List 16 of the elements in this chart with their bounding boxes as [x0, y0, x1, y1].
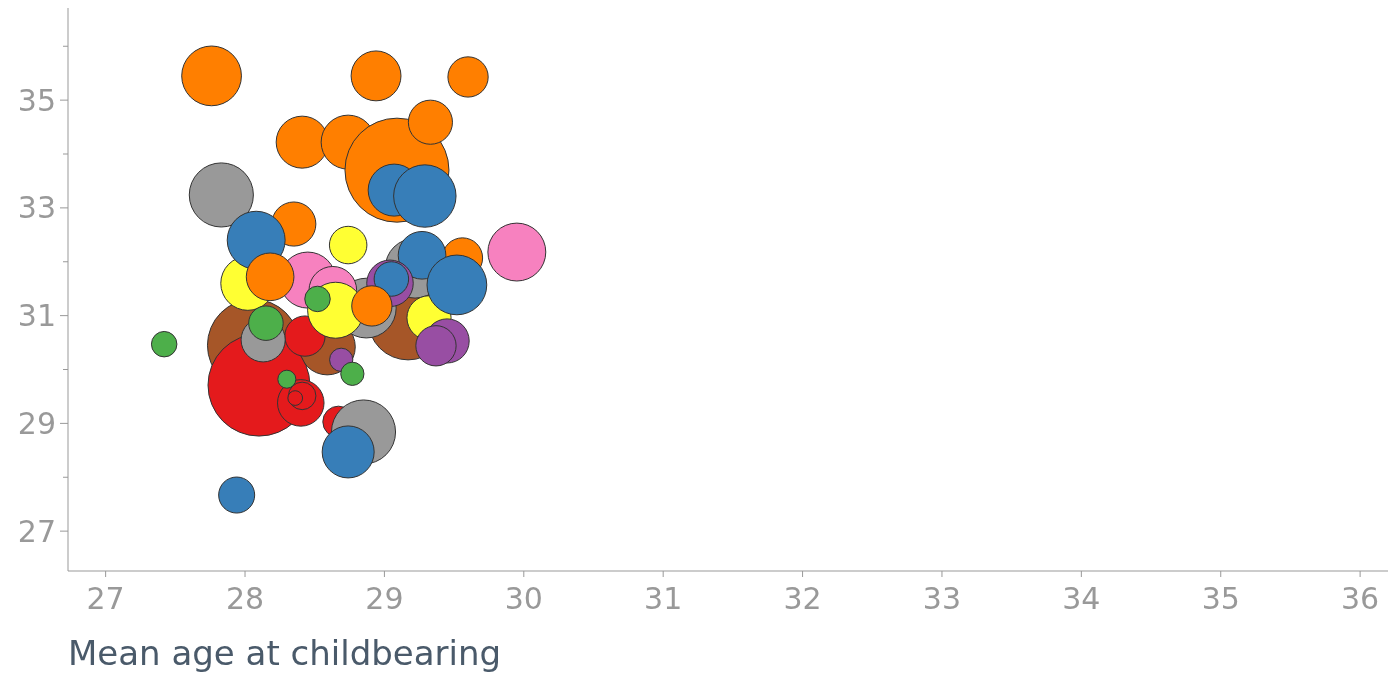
x-tick-label: 27	[86, 581, 125, 616]
x-tick-label: 28	[225, 581, 265, 616]
x-axis-title: Mean age at childbearing	[68, 633, 502, 673]
y-tick-label: 27	[17, 513, 56, 549]
y-tick-label: 31	[17, 298, 56, 334]
x-tick-label: 32	[783, 581, 822, 616]
x-tick-label: 31	[644, 581, 683, 616]
x-tick-label: 36	[1341, 581, 1380, 616]
y-tick-label: 33	[17, 190, 56, 226]
x-tick-label: 30	[504, 581, 543, 616]
x-tick-label: 34	[1062, 581, 1101, 616]
y-tick-label: 29	[17, 405, 56, 441]
y-tick-label: 35	[17, 82, 56, 118]
x-tick-label: 29	[365, 581, 404, 616]
x-tick-label: 35	[1201, 581, 1240, 616]
x-tick-label: 33	[922, 581, 962, 616]
